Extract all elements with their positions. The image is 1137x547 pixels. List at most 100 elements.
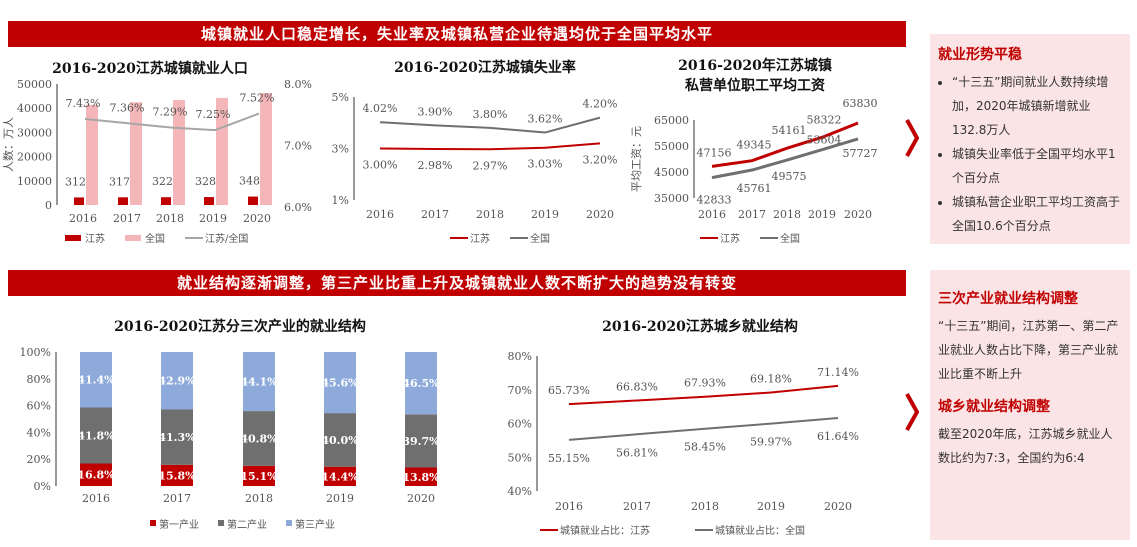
y2-tick-label: 7.0% <box>284 140 312 153</box>
chart-title: 2016-2020年江苏城镇 <box>678 57 832 74</box>
bar-segment-2 <box>161 409 193 465</box>
chart-title: 2016-2020江苏城镇就业人口 <box>52 60 248 77</box>
bar-segment-1 <box>324 466 356 486</box>
data-label: 45761 <box>737 182 772 195</box>
data-label: 41.4% <box>77 374 115 387</box>
series-line <box>568 384 839 406</box>
y-tick-label: 55000 <box>654 140 689 153</box>
x-tick-label: 2018 <box>476 208 504 221</box>
side-bullet: 城镇失业率低于全国平均水平1个百分点 <box>952 142 1122 190</box>
bar-segment-1 <box>243 465 275 486</box>
bar-segment-3 <box>80 352 112 408</box>
chevron-right-icon <box>905 393 919 431</box>
legend-swatch <box>286 520 292 526</box>
series-line <box>568 416 839 441</box>
series-line <box>379 142 601 151</box>
data-label: 40.0% <box>321 434 359 447</box>
y-tick-label: 100% <box>20 346 51 359</box>
side-text: “十三五”期间，江苏第一、第二产业就业人数占比下降，第三产业就业比重不断上升 <box>938 319 1119 381</box>
bar-jiangsu <box>248 196 258 205</box>
x-tick-label: 2017 <box>738 208 766 221</box>
legend-label: 城镇就业占比：江苏 <box>560 524 650 537</box>
y2-tick-label: 8.0% <box>284 78 312 91</box>
x-tick-label: 2019 <box>326 492 354 505</box>
bar-segment-3 <box>243 352 275 412</box>
data-label: 61.64% <box>817 430 859 443</box>
bar-segment-1 <box>161 464 193 486</box>
data-label: 7.29% <box>153 106 188 119</box>
data-label: 65.73% <box>548 384 590 397</box>
middle-banner: 就业结构逐渐调整，第三产业比重上升及城镇就业人数不断扩大的趋势没有转变 <box>8 270 906 296</box>
y-tick-label: 0 <box>45 199 52 212</box>
y-tick-label: 10000 <box>17 175 52 188</box>
data-label: 49575 <box>772 170 807 183</box>
data-label: 69.18% <box>750 373 792 386</box>
data-label: 53604 <box>807 134 842 147</box>
chart-title: 2016-2020江苏城乡就业结构 <box>602 318 798 335</box>
data-label: 41.3% <box>158 431 196 444</box>
x-tick-label: 2017 <box>163 492 191 505</box>
data-label: 45.6% <box>321 377 359 390</box>
y-tick-label: 45000 <box>654 166 689 179</box>
y2-tick-label: 6.0% <box>284 201 312 214</box>
x-tick-label: 2016 <box>82 492 110 505</box>
data-label: 63830 <box>843 97 878 110</box>
legend-label: 全国 <box>530 232 550 245</box>
data-label: 58.45% <box>684 441 726 454</box>
y-tick-label: 80% <box>27 373 51 386</box>
data-label: 59.97% <box>750 436 792 449</box>
data-label: 42833 <box>697 194 732 207</box>
y-tick-label: 20000 <box>17 151 52 164</box>
y-tick-label: 0% <box>34 480 51 493</box>
data-label: 7.36% <box>110 101 145 114</box>
x-tick-label: 2018 <box>245 492 273 505</box>
legend-swatch <box>65 235 81 241</box>
data-label: 15.1% <box>240 470 278 483</box>
bar-jiangsu <box>118 197 128 205</box>
data-label: 16.8% <box>77 469 115 482</box>
bar-national <box>86 104 98 205</box>
data-label: 42.9% <box>158 375 196 388</box>
y-tick-label: 65000 <box>654 114 689 127</box>
side-panel-employment: 就业形势平稳 “十三五”期间就业人数持续增加，2020年城镇新增就业132.8万… <box>930 34 1130 244</box>
data-label: 57727 <box>843 147 878 160</box>
bar-national <box>173 99 185 205</box>
data-label: 46.5% <box>402 377 440 390</box>
y-tick-label: 5% <box>332 91 349 104</box>
legend-label: 江苏 <box>720 232 740 245</box>
bar-national <box>260 93 272 205</box>
data-label: 66.83% <box>616 380 658 393</box>
data-label: 13.8% <box>402 471 440 484</box>
bar-segment-3 <box>405 352 437 415</box>
side-text: 截至2020年底，江苏城乡就业人数比约为7:3，全国约为6:4 <box>938 427 1113 465</box>
y-tick-label: 40% <box>27 426 51 439</box>
x-tick-label: 2017 <box>113 212 141 225</box>
data-label: 49345 <box>737 139 772 152</box>
bar-jiangsu <box>204 197 214 205</box>
bar-segment-2 <box>405 414 437 468</box>
bar-segment-2 <box>324 413 356 467</box>
legend-label: 江苏/全国 <box>205 232 248 245</box>
legend-label: 第一产业 <box>159 518 199 531</box>
legend-label: 全国 <box>780 232 800 245</box>
chart-title: 2016-2020江苏城镇失业率 <box>394 59 576 76</box>
data-label: 2.97% <box>473 159 508 172</box>
y-tick-label: 70% <box>508 384 532 397</box>
bar-jiangsu <box>74 197 84 205</box>
data-label: 39.7% <box>402 435 440 448</box>
y-tick-label: 20% <box>27 453 51 466</box>
bar-segment-1 <box>405 467 437 486</box>
x-tick-label: 2020 <box>586 208 614 221</box>
data-label: 58322 <box>807 113 842 126</box>
legend-label: 江苏 <box>85 232 105 245</box>
y-tick-label: 1% <box>332 194 349 207</box>
data-label: 40.8% <box>240 432 278 445</box>
y-tick-label: 60% <box>508 418 532 431</box>
x-tick-label: 2019 <box>757 500 785 513</box>
data-label: 55.15% <box>548 452 590 465</box>
legend-swatch <box>150 520 156 526</box>
data-label: 67.93% <box>684 377 726 390</box>
side-bullet: 城镇私营企业职工平均工资高于全国10.6个百分点 <box>952 190 1122 238</box>
x-tick-label: 2020 <box>824 500 852 513</box>
chart-title: 2016-2020江苏分三次产业的就业结构 <box>114 318 366 335</box>
